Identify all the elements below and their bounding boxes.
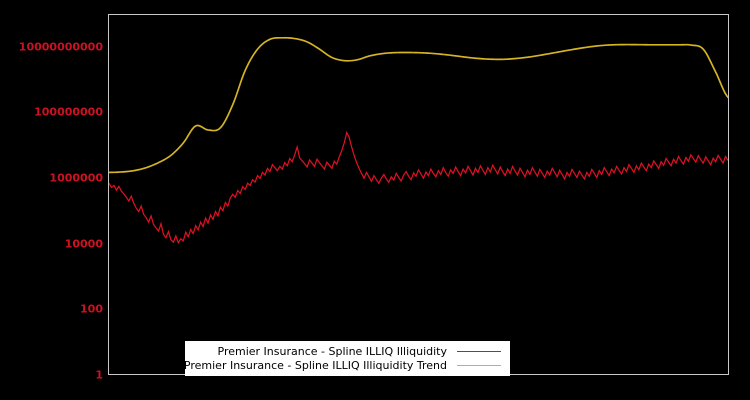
- chart-legend[interactable]: Premier Insurance - Spline ILLIQ Illiqui…: [185, 341, 510, 376]
- legend-label-illiquidity: Premier Insurance - Spline ILLIQ Illiqui…: [218, 345, 447, 358]
- y-axis-tick-label: 1000000: [49, 172, 103, 185]
- series-group: [109, 38, 728, 243]
- legend-item-illiquidity[interactable]: Premier Insurance - Spline ILLIQ Illiqui…: [192, 344, 503, 358]
- plot-area: [108, 14, 729, 375]
- chart-canvas: [109, 15, 728, 374]
- y-axis-tick-label: 10000000000: [19, 40, 103, 53]
- legend-item-trend[interactable]: Premier Insurance - Spline ILLIQ Illiqui…: [192, 358, 503, 372]
- y-axis-tick-labels: 10000000000 100000000 1000000 10000 100 1: [0, 0, 103, 400]
- series-line-illiquidity: [109, 133, 728, 243]
- y-axis-tick-label: 100: [80, 303, 103, 316]
- y-axis-tick-label: 100000000: [34, 106, 103, 119]
- y-axis-tick-label: 1: [95, 369, 103, 382]
- legend-label-trend: Premier Insurance - Spline ILLIQ Illiqui…: [184, 359, 447, 372]
- series-line-trend: [109, 38, 728, 173]
- chart-figure: 10000000000 100000000 1000000 10000 100 1 Pre…: [0, 0, 750, 400]
- y-axis-tick-label: 10000: [65, 237, 103, 250]
- legend-swatch-trend: [457, 365, 501, 366]
- legend-swatch-illiquidity: [457, 351, 501, 352]
